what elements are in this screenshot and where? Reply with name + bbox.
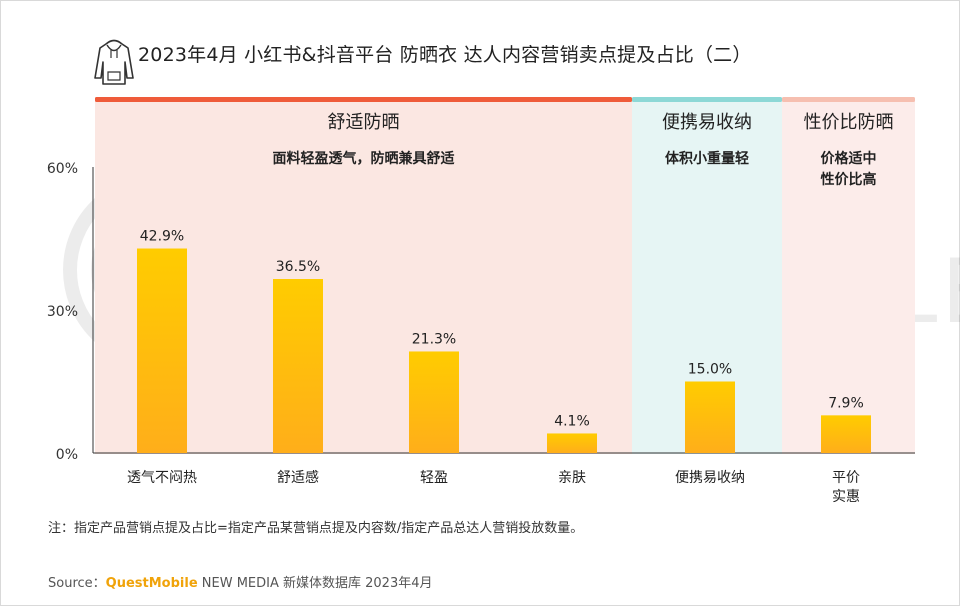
group-header-bar-3 bbox=[782, 97, 915, 102]
x-tick-label: 舒适感 bbox=[277, 469, 319, 486]
x-tick-label: 亲肤 bbox=[558, 470, 586, 486]
y-tick-label: 60% bbox=[47, 161, 78, 177]
group-subtitle-2-1: 体积小重量轻 bbox=[665, 150, 749, 167]
chart-title: 2023年4月 小红书&抖音平台 防晒衣 达人内容营销卖点提及占比（二） bbox=[138, 44, 752, 66]
bar bbox=[137, 248, 187, 453]
x-tick-label: 平价 bbox=[832, 470, 860, 486]
group-subtitle-1-1: 面料轻盈透气，防晒兼具舒适 bbox=[273, 150, 455, 167]
y-tick-label: 30% bbox=[47, 304, 78, 320]
group-subtitle-3-1: 价格适中 bbox=[821, 150, 877, 167]
bar-value-label: 4.1% bbox=[554, 413, 590, 429]
bar bbox=[273, 279, 323, 453]
x-tick-label: 透气不闷热 bbox=[127, 470, 197, 486]
source-brand: QuestMobile bbox=[105, 576, 198, 591]
y-tick-label: 0% bbox=[56, 447, 78, 463]
group-header-bar-2 bbox=[632, 97, 782, 102]
bar-value-label: 15.0% bbox=[688, 362, 732, 378]
bar bbox=[409, 351, 459, 453]
bar-value-label: 36.5% bbox=[276, 259, 320, 275]
source-line: Source：QuestMobile NEW MEDIA 新媒体数据库 2023… bbox=[48, 572, 433, 591]
group-header-bar-1-tail bbox=[605, 97, 632, 102]
group-header-bar-1 bbox=[95, 97, 618, 102]
x-tick-label: 便携易收纳 bbox=[675, 470, 745, 486]
group-subtitle-3-2: 性价比高 bbox=[821, 171, 877, 188]
x-tick-label: 实惠 bbox=[832, 489, 860, 505]
source-label: Source： bbox=[48, 576, 106, 591]
source-rest: NEW MEDIA 新媒体数据库 2023年4月 bbox=[197, 576, 433, 591]
hoodie-icon bbox=[94, 39, 134, 85]
bar bbox=[547, 433, 597, 453]
bar-value-label: 21.3% bbox=[412, 331, 456, 347]
group-title-2: 便携易收纳 bbox=[662, 112, 752, 133]
group-title-3: 性价比防晒 bbox=[804, 112, 894, 133]
bar bbox=[685, 381, 735, 453]
bar-value-label: 42.9% bbox=[140, 229, 184, 245]
bar-value-label: 7.9% bbox=[828, 395, 864, 411]
group-background-3 bbox=[782, 100, 915, 454]
group-title-1: 舒适防晒 bbox=[328, 112, 400, 133]
x-tick-label: 轻盈 bbox=[420, 470, 448, 486]
bar bbox=[821, 415, 871, 453]
chart-note: 注：指定产品营销点提及占比=指定产品某营销点提及内容数/指定产品总达人营销投放数… bbox=[48, 521, 584, 536]
